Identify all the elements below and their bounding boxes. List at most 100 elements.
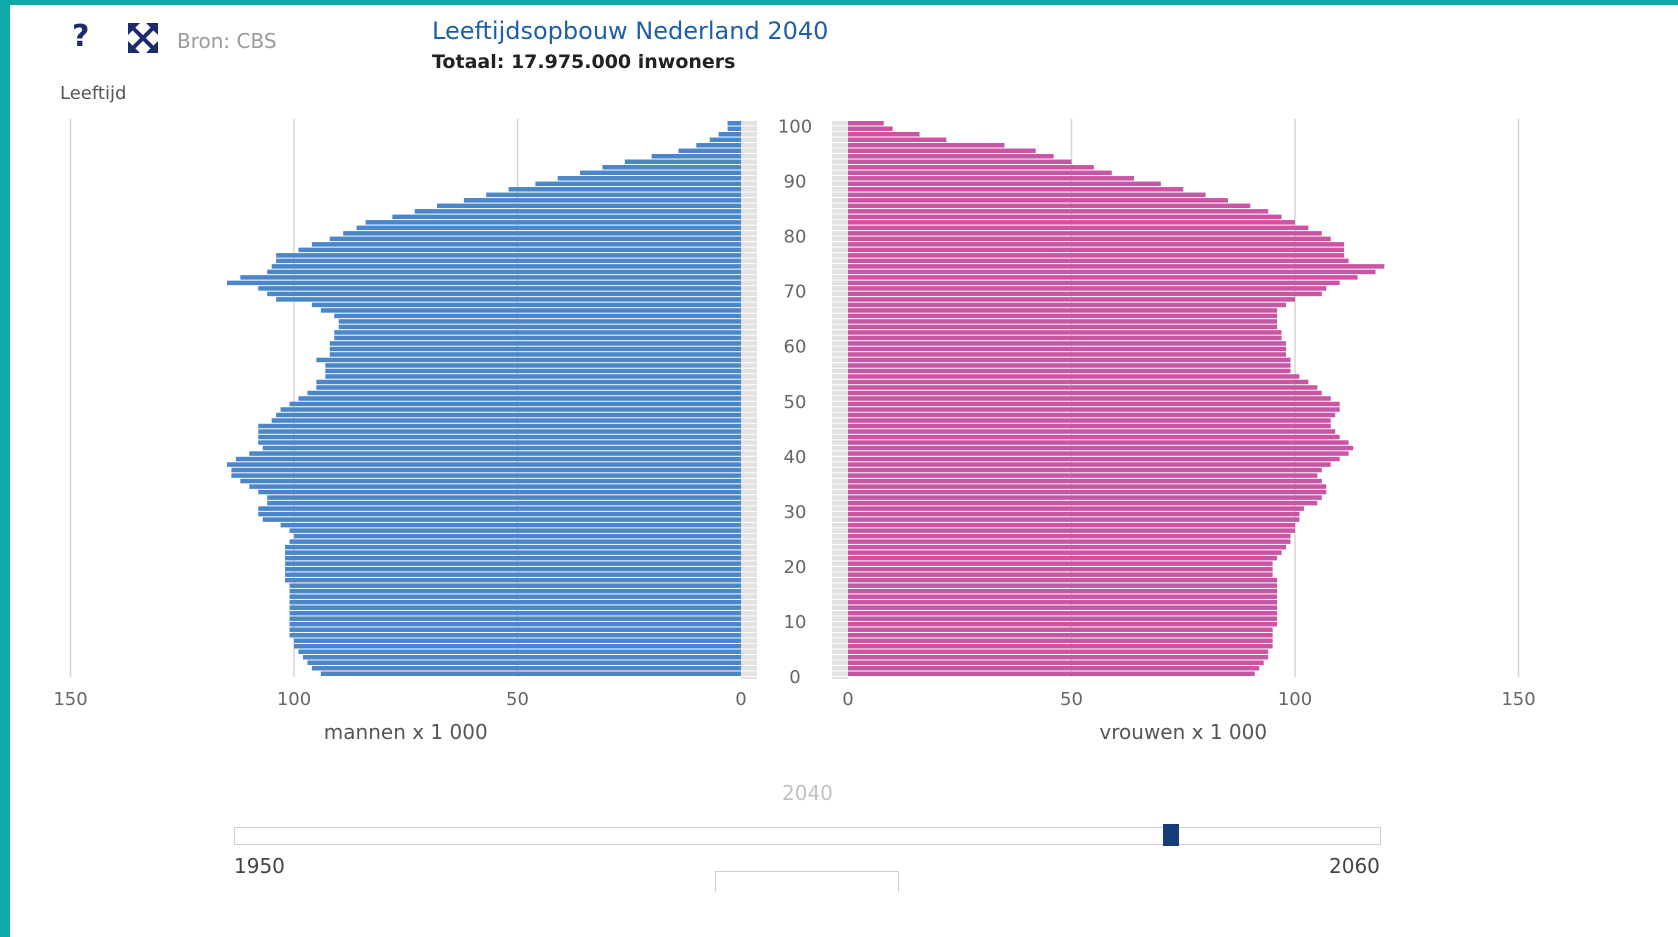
female-bar xyxy=(848,198,1228,203)
axis-band-stripe xyxy=(832,296,848,298)
axis-band-stripe xyxy=(741,499,757,501)
male-bar xyxy=(289,401,741,407)
male-bar xyxy=(285,566,741,572)
axis-band-stripe xyxy=(832,378,848,380)
axis-band-stripe xyxy=(832,554,848,556)
axis-band-stripe xyxy=(832,466,848,468)
age-tick-label: 70 xyxy=(784,282,807,303)
axis-band-stripe xyxy=(832,472,848,474)
axis-band-stripe xyxy=(741,653,757,655)
female-bar xyxy=(848,599,1278,605)
axis-band-stripe xyxy=(832,230,848,232)
female-bar xyxy=(848,605,1278,610)
male-bar xyxy=(325,363,741,368)
axis-band-stripe xyxy=(741,444,757,446)
axis-band-stripe xyxy=(832,175,848,177)
male-bar xyxy=(334,313,741,319)
male-x-tick-label: 0 xyxy=(735,689,746,710)
male-bar xyxy=(329,352,741,357)
male-bar xyxy=(316,357,741,363)
female-bar xyxy=(848,621,1278,627)
axis-band-stripe xyxy=(832,153,848,155)
year-slider-track[interactable] xyxy=(234,827,1381,845)
axis-band-stripe xyxy=(832,406,848,408)
axis-band-stripe xyxy=(741,576,757,578)
age-tick-label: 100 xyxy=(778,117,812,138)
axis-band-stripe xyxy=(832,400,848,402)
female-bar xyxy=(848,132,920,137)
female-bar xyxy=(848,203,1251,209)
female-x-tick-label: 100 xyxy=(1278,689,1312,710)
female-bar xyxy=(848,330,1282,335)
axis-band-stripe xyxy=(741,560,757,562)
male-bar xyxy=(258,434,741,440)
tick-labels: 0 10 20 30 40 50 60 70 80 90 100 150 150 100 100 50 50 0 0… xyxy=(53,117,1535,744)
axis-band-stripe xyxy=(741,582,757,584)
age-tick-label: 10 xyxy=(784,612,807,633)
female-bar xyxy=(848,159,1072,165)
axis-band-stripe xyxy=(832,164,848,166)
axis-band-stripe xyxy=(741,362,757,364)
play-control-box[interactable] xyxy=(715,871,899,892)
fullscreen-icon[interactable] xyxy=(126,21,160,55)
female-bar xyxy=(848,467,1322,473)
male-bar xyxy=(258,511,741,517)
male-bar xyxy=(289,583,741,588)
female-bar xyxy=(848,209,1269,214)
female-bar xyxy=(848,231,1322,236)
axis-band-stripe xyxy=(832,274,848,276)
female-bar xyxy=(848,374,1300,379)
male-bar xyxy=(325,374,741,379)
help-icon[interactable]: ? xyxy=(72,19,90,54)
male-bar xyxy=(289,616,741,621)
axis-band-stripe xyxy=(832,219,848,221)
age-tick-label: 40 xyxy=(784,447,807,468)
female-x-tick-label: 0 xyxy=(842,689,853,710)
male-bar xyxy=(602,165,741,170)
female-bar xyxy=(848,456,1340,462)
female-bar xyxy=(848,544,1287,550)
female-bar xyxy=(848,253,1345,258)
male-bar xyxy=(289,621,741,627)
male-bar xyxy=(463,198,741,203)
age-tick-label: 0 xyxy=(789,667,800,688)
female-bar xyxy=(848,352,1287,357)
male-bar xyxy=(727,121,741,126)
axis-band-stripe xyxy=(741,373,757,375)
year-slider-handle[interactable] xyxy=(1162,824,1179,846)
axis-band-stripe xyxy=(741,527,757,529)
female-bar xyxy=(848,363,1291,368)
female-bar xyxy=(848,638,1273,643)
axis-band-stripe xyxy=(741,400,757,402)
axis-band-stripe xyxy=(832,191,848,193)
female-bar xyxy=(848,550,1282,555)
axis-band-stripe xyxy=(741,615,757,617)
female-bar xyxy=(848,143,1005,148)
male-bar xyxy=(276,253,741,258)
axis-band-stripe xyxy=(741,549,757,551)
male-bar xyxy=(276,412,741,418)
female-bar xyxy=(848,478,1322,484)
axis-band-stripe xyxy=(741,472,757,474)
male-bar xyxy=(262,517,741,522)
female-bar xyxy=(848,324,1278,330)
axis-band-stripe xyxy=(832,560,848,562)
female-axis-band xyxy=(832,121,848,679)
male-bar xyxy=(276,297,741,302)
axis-band-stripe xyxy=(832,312,848,314)
female-x-tick-label: 150 xyxy=(1501,689,1535,710)
axis-band-stripe xyxy=(832,604,848,606)
male-bar xyxy=(535,181,741,187)
male-bar xyxy=(226,462,741,467)
male-bar xyxy=(267,291,741,297)
female-bar xyxy=(848,225,1309,231)
axis-band-stripe xyxy=(832,422,848,424)
male-bar xyxy=(338,319,741,324)
axis-band-stripe xyxy=(832,131,848,133)
axis-band-stripe xyxy=(832,631,848,633)
axis-band-stripe xyxy=(832,648,848,650)
axis-band-stripe xyxy=(741,252,757,254)
chart-frame: ? Bron: CBS Leeftijdsopbouw Nederland 20… xyxy=(10,5,1678,937)
axis-band-stripe xyxy=(741,648,757,650)
axis-band-stripe xyxy=(741,505,757,507)
